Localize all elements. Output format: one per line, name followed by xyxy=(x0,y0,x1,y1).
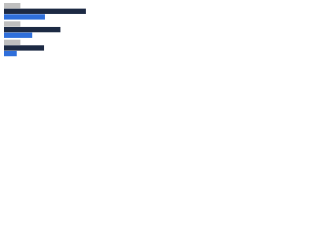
bar xyxy=(4,8,86,14)
bar xyxy=(4,45,45,51)
bar xyxy=(4,50,17,57)
bar xyxy=(4,32,33,38)
chart xyxy=(4,3,86,57)
bar xyxy=(4,26,61,33)
bar xyxy=(4,14,45,20)
bar xyxy=(4,39,21,45)
bar xyxy=(4,3,21,9)
bar xyxy=(4,21,21,27)
page: (() => { const data = JSON.parse(documen… xyxy=(0,0,320,71)
